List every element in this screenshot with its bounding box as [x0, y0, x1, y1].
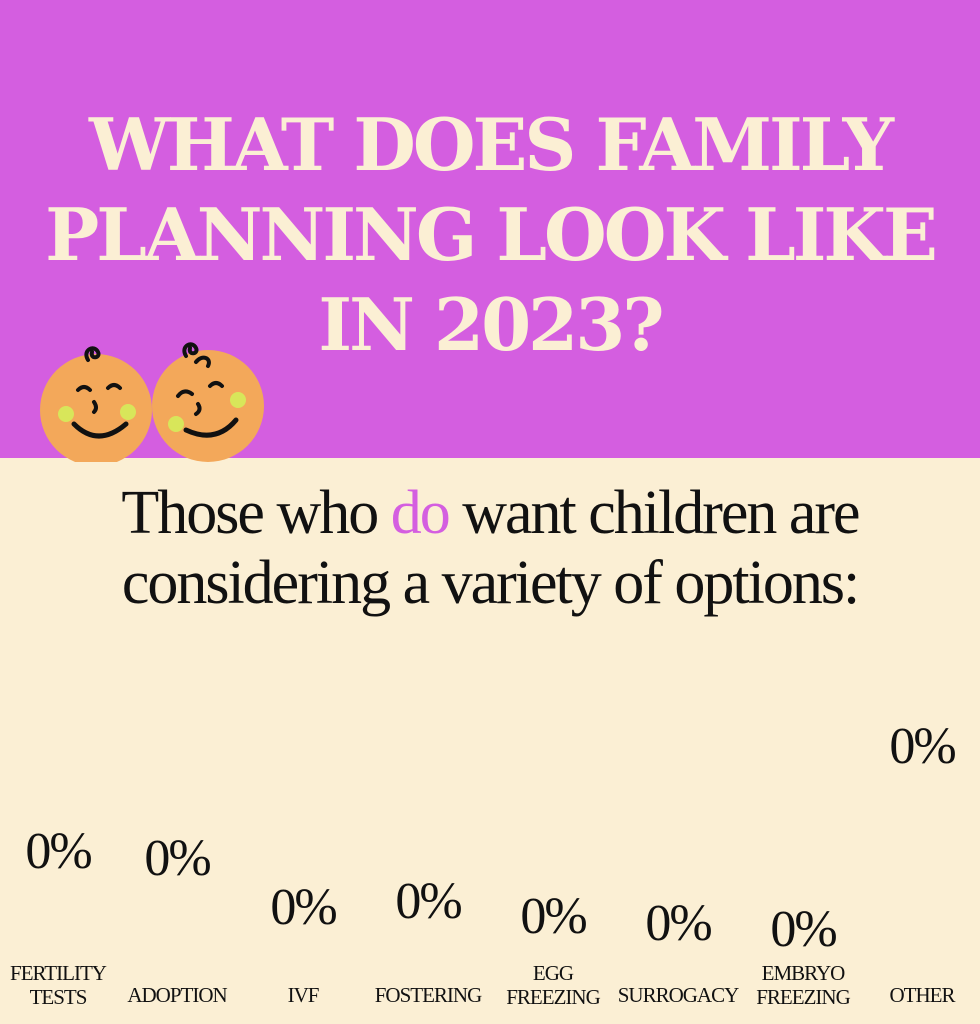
bar-value-label: 0% — [270, 879, 336, 936]
baby-face-icon — [40, 346, 152, 462]
bar-group: 0% FOSTERING — [375, 873, 483, 1007]
title-line: IN 2023? — [318, 282, 664, 367]
bar-group: 0% ADOPTION — [127, 830, 228, 1007]
subtitle-line: Those who do want children are — [0, 478, 980, 548]
category-label: FERTILITY — [10, 961, 107, 985]
category-label: EMBRYO — [762, 961, 846, 985]
bar-value-label: 0% — [144, 830, 210, 887]
bar-group: 0% IVF — [270, 879, 338, 1007]
title-line: WHAT DOES FAMILY — [88, 102, 894, 187]
category-label: SURROGACY — [618, 983, 739, 1007]
category-label: EGG — [533, 961, 574, 985]
subtitle-text: want children are — [448, 479, 860, 547]
category-label: FREEZING — [506, 985, 600, 1009]
category-label: TESTS — [30, 985, 87, 1009]
bar-group: 0% SURROGACY — [618, 895, 740, 1007]
category-label: FOSTERING — [375, 983, 482, 1007]
bar-value-label: 0% — [25, 823, 91, 880]
category-label: ADOPTION — [127, 983, 227, 1007]
bar-value-label: 0% — [645, 895, 711, 952]
header-banner: WHAT DOES FAMILY PLANNING LOOK LIKE IN 2… — [0, 0, 980, 462]
title-line: PLANNING LOOK LIKE — [45, 192, 938, 277]
bar-value-label: 0% — [770, 901, 836, 958]
category-label: FREEZING — [756, 985, 850, 1009]
chart-subtitle: Those who do want children are consideri… — [0, 478, 980, 618]
bar-value-label: 0% — [395, 873, 461, 930]
subtitle-highlight: do — [390, 479, 451, 547]
baby-face-icon — [152, 342, 264, 462]
bar-value-label: 0% — [889, 718, 955, 775]
subtitle-line: considering a variety of options: — [121, 549, 860, 617]
page-title: WHAT DOES FAMILY PLANNING LOOK LIKE IN 2… — [0, 100, 980, 370]
bar-value-label: 0% — [520, 888, 586, 945]
category-label: OTHER — [890, 983, 956, 1007]
babies-illustration — [40, 342, 264, 462]
bar-group: 0% OTHER — [889, 718, 957, 1007]
subtitle-text: Those who — [121, 479, 391, 547]
category-label: IVF — [288, 983, 319, 1007]
